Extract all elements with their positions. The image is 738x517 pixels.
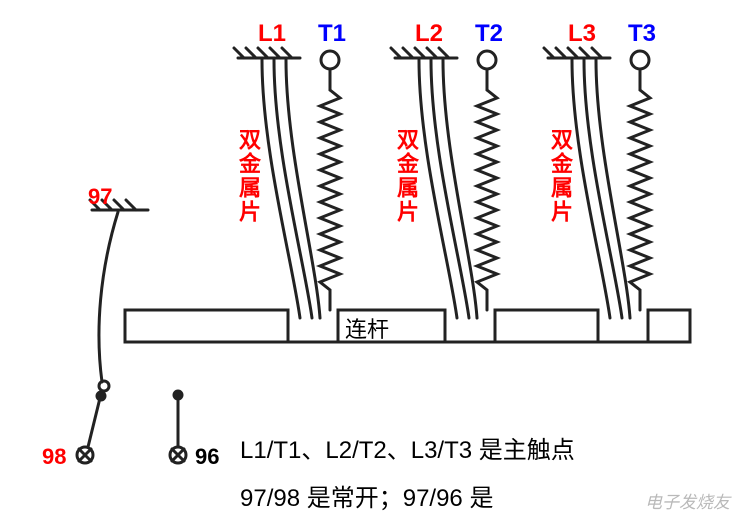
label-96: 96 xyxy=(195,444,219,470)
label-bimetal-1: 双金属片 xyxy=(232,128,264,224)
label-98: 98 xyxy=(42,444,66,470)
label-T1: T1 xyxy=(318,20,346,48)
label-L1: L1 xyxy=(258,20,286,48)
label-T3: T3 xyxy=(628,20,656,48)
label-L3: L3 xyxy=(568,20,596,48)
watermark: 电子发烧友 xyxy=(645,488,730,513)
diagram-canvas: { "canvas": { "width": 738, "height": 51… xyxy=(0,0,738,517)
label-bimetal-3: 双金属片 xyxy=(544,128,576,224)
caption-line-1: L1/T1、L2/T2、L3/T3 是主触点 xyxy=(240,430,575,465)
label-rod: 连杆 xyxy=(345,312,389,344)
connecting-rod xyxy=(125,310,690,342)
caption-line-2: 97/98 是常开；97/96 是 xyxy=(240,478,493,513)
label-T2: T2 xyxy=(475,20,503,48)
aux-contacts xyxy=(77,200,186,463)
label-97: 97 xyxy=(88,184,112,210)
label-L2: L2 xyxy=(415,20,443,48)
label-bimetal-2: 双金属片 xyxy=(390,128,422,224)
